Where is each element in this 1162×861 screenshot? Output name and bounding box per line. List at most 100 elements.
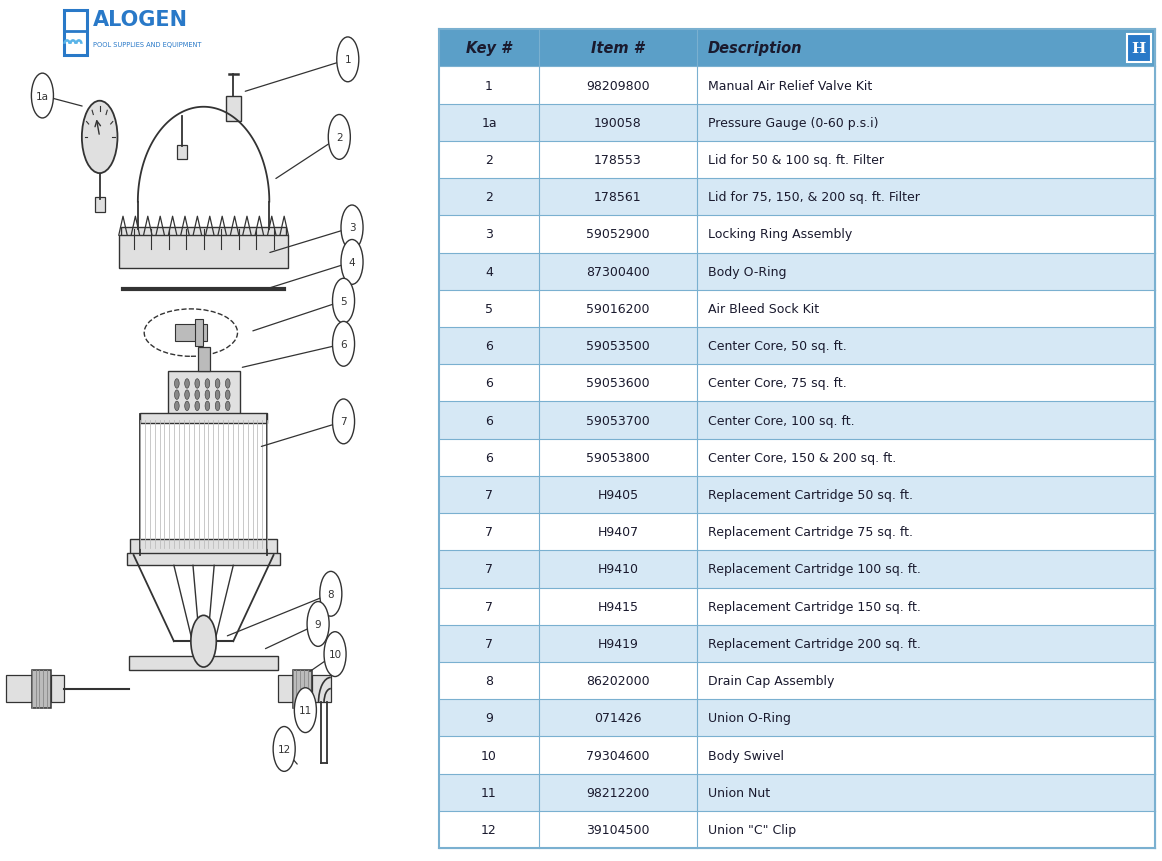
Text: Replacement Cartridge 100 sq. ft.: Replacement Cartridge 100 sq. ft. bbox=[708, 563, 920, 576]
Text: 2: 2 bbox=[485, 191, 493, 204]
Circle shape bbox=[81, 102, 117, 174]
Text: Lid for 50 & 100 sq. ft. Filter: Lid for 50 & 100 sq. ft. Filter bbox=[708, 154, 883, 167]
Text: 6: 6 bbox=[485, 451, 493, 464]
FancyBboxPatch shape bbox=[167, 372, 239, 415]
Circle shape bbox=[215, 379, 220, 389]
Text: Locking Ring Assembly: Locking Ring Assembly bbox=[708, 228, 852, 241]
Text: 5: 5 bbox=[485, 302, 493, 315]
Circle shape bbox=[195, 401, 200, 411]
Text: 59053800: 59053800 bbox=[586, 451, 650, 464]
FancyBboxPatch shape bbox=[94, 198, 105, 213]
Text: 2: 2 bbox=[336, 133, 343, 143]
FancyBboxPatch shape bbox=[439, 402, 1155, 439]
Text: Key #: Key # bbox=[466, 41, 511, 56]
Text: Description: Description bbox=[708, 41, 802, 56]
Text: 86202000: 86202000 bbox=[586, 674, 650, 687]
FancyBboxPatch shape bbox=[127, 554, 280, 566]
Circle shape bbox=[215, 401, 220, 411]
Circle shape bbox=[205, 401, 209, 411]
Text: 178553: 178553 bbox=[594, 154, 641, 167]
FancyBboxPatch shape bbox=[195, 319, 202, 347]
Text: 12: 12 bbox=[481, 823, 497, 836]
Text: Lid for 75, 150, & 200 sq. ft. Filter: Lid for 75, 150, & 200 sq. ft. Filter bbox=[708, 191, 919, 204]
Text: Replacement Cartridge 200 sq. ft.: Replacement Cartridge 200 sq. ft. bbox=[708, 637, 920, 650]
FancyBboxPatch shape bbox=[439, 30, 1155, 67]
Text: Replacement Cartridge 150 sq. ft.: Replacement Cartridge 150 sq. ft. bbox=[708, 600, 920, 613]
Circle shape bbox=[225, 379, 230, 389]
FancyBboxPatch shape bbox=[439, 625, 1155, 662]
FancyBboxPatch shape bbox=[178, 146, 187, 160]
FancyBboxPatch shape bbox=[439, 588, 1155, 625]
FancyBboxPatch shape bbox=[439, 253, 1155, 290]
Text: H9405: H9405 bbox=[597, 488, 638, 501]
Text: 4: 4 bbox=[349, 257, 356, 268]
Text: 98212200: 98212200 bbox=[586, 786, 650, 799]
Circle shape bbox=[205, 391, 209, 400]
Circle shape bbox=[225, 401, 230, 411]
Text: 59016200: 59016200 bbox=[586, 302, 650, 315]
Text: 7: 7 bbox=[485, 563, 493, 576]
Circle shape bbox=[225, 391, 230, 400]
Text: H9410: H9410 bbox=[597, 563, 638, 576]
Text: Union O-Ring: Union O-Ring bbox=[708, 711, 790, 724]
Text: 11: 11 bbox=[299, 705, 313, 715]
Text: Air Bleed Sock Kit: Air Bleed Sock Kit bbox=[708, 302, 819, 315]
FancyBboxPatch shape bbox=[293, 670, 311, 708]
FancyBboxPatch shape bbox=[439, 774, 1155, 811]
FancyBboxPatch shape bbox=[439, 327, 1155, 365]
Circle shape bbox=[329, 115, 350, 160]
Text: 7: 7 bbox=[340, 417, 347, 427]
Text: 8: 8 bbox=[328, 589, 335, 599]
Text: 3: 3 bbox=[349, 223, 356, 233]
FancyBboxPatch shape bbox=[439, 513, 1155, 551]
Circle shape bbox=[195, 379, 200, 389]
Text: 10: 10 bbox=[329, 649, 342, 660]
Text: 9: 9 bbox=[485, 711, 493, 724]
Circle shape bbox=[320, 572, 342, 616]
Text: Union Nut: Union Nut bbox=[708, 786, 769, 799]
Text: 190058: 190058 bbox=[594, 116, 641, 129]
Text: Pressure Gauge (0-60 p.s.i): Pressure Gauge (0-60 p.s.i) bbox=[708, 116, 878, 129]
Text: 2: 2 bbox=[485, 154, 493, 167]
FancyBboxPatch shape bbox=[174, 325, 207, 342]
Text: Drain Cap Assembly: Drain Cap Assembly bbox=[708, 674, 834, 687]
Text: Center Core, 50 sq. ft.: Center Core, 50 sq. ft. bbox=[708, 340, 846, 353]
Text: 11: 11 bbox=[481, 786, 497, 799]
FancyBboxPatch shape bbox=[121, 228, 286, 250]
Circle shape bbox=[215, 391, 220, 400]
Text: 79304600: 79304600 bbox=[586, 749, 650, 762]
Text: Center Core, 150 & 200 sq. ft.: Center Core, 150 & 200 sq. ft. bbox=[708, 451, 896, 464]
Circle shape bbox=[31, 74, 53, 119]
Text: Body O-Ring: Body O-Ring bbox=[708, 265, 787, 278]
FancyBboxPatch shape bbox=[130, 540, 277, 555]
Text: Item #: Item # bbox=[591, 41, 644, 56]
Text: 5: 5 bbox=[340, 296, 347, 307]
Circle shape bbox=[332, 279, 354, 324]
FancyBboxPatch shape bbox=[198, 348, 209, 372]
FancyBboxPatch shape bbox=[6, 675, 31, 703]
Text: 1a: 1a bbox=[481, 116, 497, 129]
Text: POOL SUPPLIES AND EQUIPMENT: POOL SUPPLIES AND EQUIPMENT bbox=[93, 42, 202, 47]
Text: 7: 7 bbox=[485, 600, 493, 613]
Text: Center Core, 75 sq. ft.: Center Core, 75 sq. ft. bbox=[708, 377, 846, 390]
Text: 1: 1 bbox=[344, 55, 351, 65]
Text: 178561: 178561 bbox=[594, 191, 641, 204]
FancyBboxPatch shape bbox=[278, 675, 293, 703]
Circle shape bbox=[273, 727, 295, 771]
Text: 071426: 071426 bbox=[594, 711, 641, 724]
FancyBboxPatch shape bbox=[439, 699, 1155, 736]
Circle shape bbox=[307, 602, 329, 647]
Text: 7: 7 bbox=[485, 637, 493, 650]
Text: 59053500: 59053500 bbox=[586, 340, 650, 353]
Text: ALOGEN: ALOGEN bbox=[93, 9, 188, 30]
FancyBboxPatch shape bbox=[439, 476, 1155, 513]
Circle shape bbox=[337, 38, 359, 83]
Text: H9415: H9415 bbox=[597, 600, 638, 613]
Text: 8: 8 bbox=[485, 674, 493, 687]
Text: Replacement Cartridge 50 sq. ft.: Replacement Cartridge 50 sq. ft. bbox=[708, 488, 912, 501]
Circle shape bbox=[294, 688, 316, 733]
Text: 7: 7 bbox=[485, 488, 493, 501]
Text: 7: 7 bbox=[485, 525, 493, 538]
Text: 98209800: 98209800 bbox=[586, 79, 650, 92]
Circle shape bbox=[324, 632, 346, 677]
